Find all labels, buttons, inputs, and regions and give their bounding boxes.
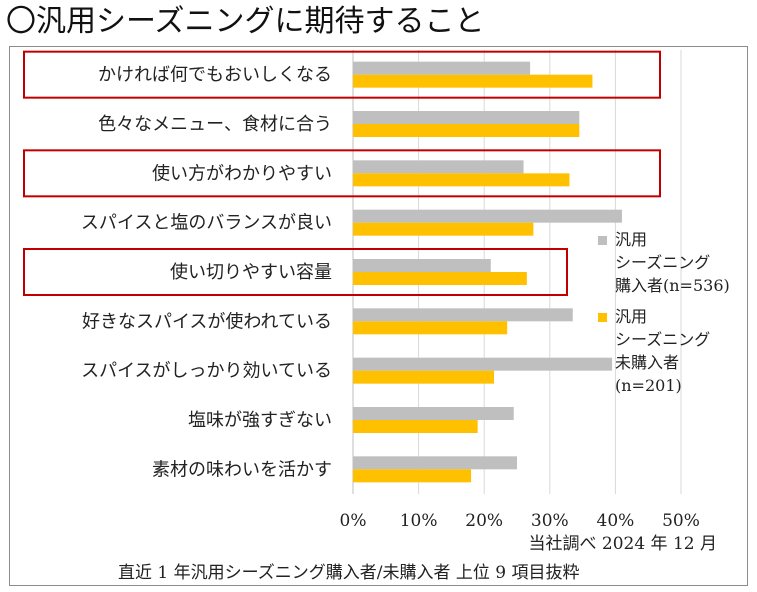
bar-purchaser (353, 259, 491, 272)
legend-swatch-non-purchaser (598, 313, 607, 322)
legend-item-purchaser: 汎用 シーズニング 購入者(n=536) (597, 228, 747, 297)
bar-purchaser (353, 308, 573, 322)
bar-purchaser (353, 160, 524, 174)
bar-non-purchaser (353, 420, 478, 433)
bar-purchaser (353, 456, 517, 470)
legend-label-purchaser: 汎用 シーズニング 購入者(n=536) (615, 230, 730, 295)
legend: 汎用 シーズニング 購入者(n=536) 汎用 シーズニング 未購入者 (n=2… (597, 228, 747, 405)
legend-label-non-purchaser: 汎用 シーズニング 未購入者 (n=201) (615, 307, 711, 395)
bar-non-purchaser (353, 321, 508, 335)
category-label: 好きなスパイスが使われている (82, 311, 332, 332)
category-label: 素材の味わいを活かす (152, 459, 332, 480)
highlight-box (23, 248, 568, 296)
bar-non-purchaser (353, 173, 570, 187)
category-label: かければ何でもおいしくなる (98, 65, 332, 86)
source-note: 当社調べ 2024 年 12 月 (528, 534, 717, 554)
bar-purchaser (353, 61, 531, 75)
highlight-box (23, 50, 661, 99)
x-tick-label: 20% (465, 511, 503, 531)
x-tick-label: 0% (340, 511, 367, 531)
subtitle-note: 直近 1 年汎用シーズニング購入者/未購入者 上位 9 項目抜粋 (118, 563, 580, 583)
chart-frame (9, 46, 748, 586)
category-label: スパイスと塩のバランスが良い (81, 213, 332, 234)
category-label: スパイスがしっかり効いている (81, 361, 332, 382)
bar-purchaser (353, 357, 613, 371)
category-label: 色々なメニュー、食材に合う (98, 114, 332, 135)
bar-non-purchaser (353, 370, 495, 384)
bar-purchaser (353, 209, 622, 223)
bar-non-purchaser (353, 222, 534, 236)
bar-non-purchaser (353, 124, 580, 137)
legend-item-non-purchaser: 汎用 シーズニング 未購入者 (n=201) (597, 305, 747, 397)
bar-purchaser (353, 407, 514, 420)
legend-swatch-purchaser (598, 236, 607, 245)
category-label: 塩味が強すぎない (188, 410, 332, 431)
category-label: 使い切りやすい容量 (170, 262, 332, 283)
x-tick-label: 10% (400, 511, 438, 531)
bar-non-purchaser (353, 272, 527, 285)
x-tick-label: 30% (531, 511, 569, 531)
bar-purchaser (353, 111, 580, 124)
bar-non-purchaser (353, 74, 593, 88)
x-tick-label: 40% (597, 511, 635, 531)
category-label: 使い方がわかりやすい (152, 163, 332, 184)
x-tick-label: 50% (662, 511, 700, 531)
bar-non-purchaser (353, 469, 472, 483)
page-title: 〇汎用シーズニングに期待すること (6, 4, 485, 39)
highlight-box (23, 149, 661, 198)
